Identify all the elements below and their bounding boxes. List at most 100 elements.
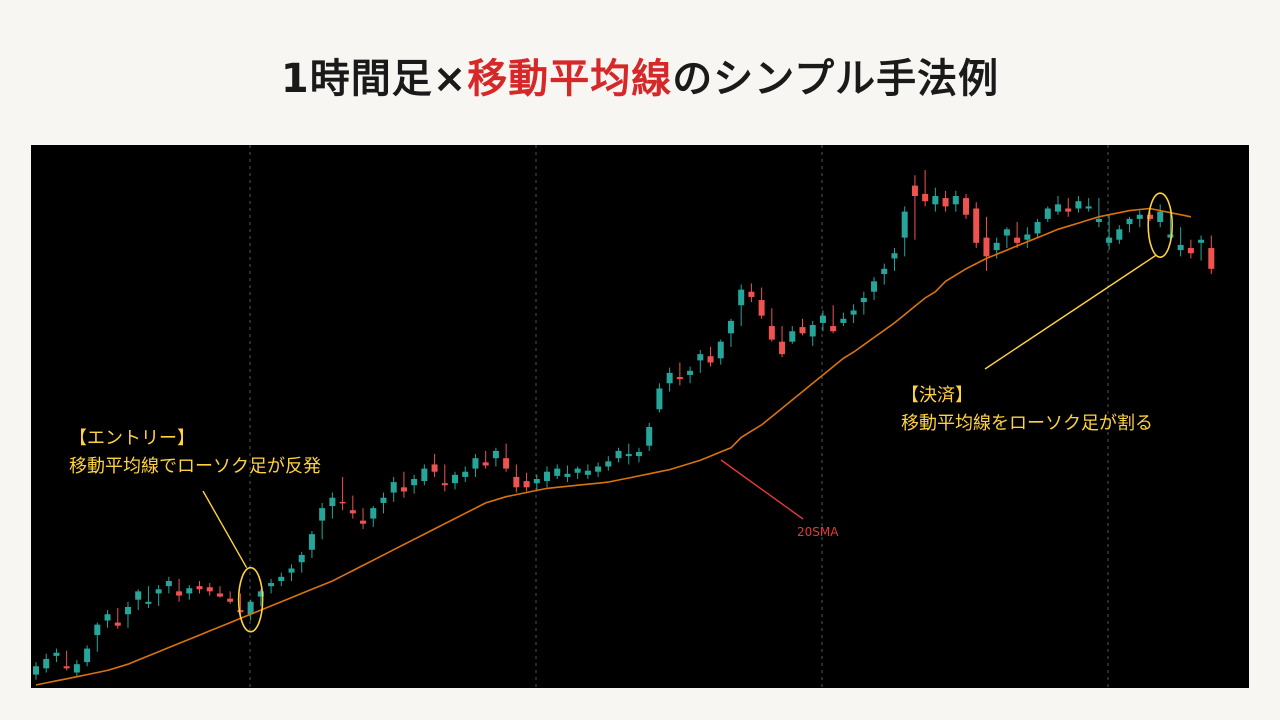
candle-body — [1085, 206, 1092, 209]
candle — [227, 591, 234, 604]
candle-body — [973, 208, 980, 243]
candle-body — [615, 450, 622, 459]
candle-body — [676, 377, 683, 380]
candle-body — [482, 462, 489, 466]
candle-body — [1157, 211, 1164, 223]
candle — [860, 291, 867, 315]
candle — [135, 589, 142, 611]
candle-body — [1065, 208, 1072, 212]
candle-body — [1003, 229, 1010, 236]
candle-body — [768, 326, 775, 340]
candle-body — [584, 470, 591, 475]
candle — [1095, 198, 1102, 228]
title-part-3: のシンプル手法例 — [672, 56, 1000, 102]
entry-text: 移動平均線でローソク足が反発 — [69, 456, 321, 477]
exit-annotation: 【決済】 移動平均線をローソク足が割る — [901, 382, 1153, 438]
candle — [482, 450, 489, 469]
candle-body — [809, 325, 816, 337]
candle-body — [789, 331, 796, 342]
candle — [942, 190, 949, 212]
candle-body — [421, 468, 428, 482]
candle — [165, 576, 172, 594]
candle-body — [298, 554, 305, 563]
candle-body — [247, 601, 254, 615]
candle-body — [1106, 237, 1113, 243]
candle-body — [1136, 214, 1143, 219]
candle-body — [390, 482, 397, 493]
candle — [43, 653, 50, 673]
candle-body — [1198, 239, 1205, 243]
candle — [1034, 218, 1041, 238]
title-highlight: 移動平均線 — [467, 56, 673, 102]
candle — [380, 492, 387, 514]
candle-body — [288, 568, 295, 573]
candle — [124, 601, 131, 628]
candle-body — [564, 473, 571, 477]
candles — [33, 170, 1215, 680]
candle — [278, 572, 285, 587]
candle — [850, 304, 857, 323]
candle — [523, 472, 530, 492]
candle — [370, 506, 377, 527]
exit-pointer-line — [984, 254, 1157, 370]
candle-body — [319, 508, 326, 521]
candle — [533, 474, 540, 492]
candle — [319, 502, 326, 540]
candle — [707, 346, 714, 367]
candle-body — [1177, 244, 1184, 251]
candle-body — [370, 508, 377, 519]
candle-body — [33, 666, 39, 675]
candle — [1065, 198, 1072, 217]
candle — [605, 456, 612, 471]
candle — [983, 216, 990, 271]
candle-body — [216, 593, 223, 597]
candle — [1024, 227, 1031, 249]
candle — [687, 366, 694, 384]
candle-body — [462, 471, 469, 477]
candle — [901, 206, 908, 257]
entry-pointer-line — [202, 490, 248, 569]
candle — [308, 531, 315, 559]
candle — [1187, 239, 1194, 259]
candle-body — [717, 341, 724, 359]
candle-body — [738, 289, 745, 306]
candle — [1177, 227, 1184, 257]
candle-body — [1116, 229, 1123, 240]
candle — [952, 190, 959, 212]
candle — [779, 326, 786, 358]
candle — [462, 466, 469, 483]
candle — [799, 318, 806, 336]
candle — [186, 585, 193, 600]
candle-body — [748, 291, 755, 297]
candle-body — [574, 468, 581, 473]
candle-body — [891, 253, 898, 259]
candle-body — [360, 520, 367, 524]
candle-body — [1187, 248, 1194, 254]
candle — [196, 580, 203, 594]
candle — [452, 471, 459, 490]
sma-label: 20SMA — [797, 525, 839, 539]
candle-body — [165, 580, 172, 587]
candle-body — [1208, 248, 1215, 269]
candle-body — [227, 598, 234, 602]
page-title: 1時間足×移動平均線のシンプル手法例 — [0, 46, 1280, 104]
candle-body — [779, 341, 786, 355]
entry-highlight-ellipse — [237, 566, 264, 633]
candle-body — [472, 458, 479, 469]
candle — [349, 495, 356, 519]
candle-body — [268, 583, 275, 587]
candle — [329, 492, 336, 519]
candle-body — [349, 510, 356, 514]
candle — [176, 578, 183, 602]
candle — [247, 599, 254, 621]
candle — [789, 326, 796, 344]
candle — [973, 202, 980, 249]
candle — [748, 283, 755, 303]
candle — [216, 586, 223, 598]
candle — [1116, 225, 1123, 244]
candle-body — [339, 501, 346, 504]
candle-body — [656, 388, 663, 410]
candle-body — [544, 471, 550, 482]
candle — [53, 648, 60, 663]
candle — [574, 466, 581, 479]
